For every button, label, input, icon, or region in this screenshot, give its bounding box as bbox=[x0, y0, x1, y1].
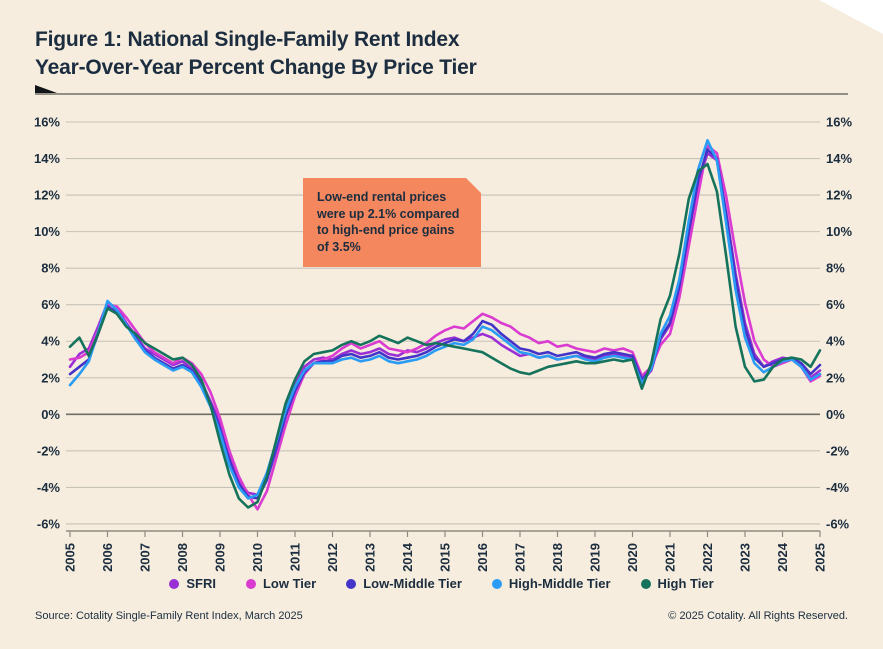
series-line-low-tier bbox=[68, 144, 822, 511]
x-axis-label: 2005 bbox=[63, 543, 78, 572]
y-axis-label-left: 10% bbox=[34, 224, 60, 239]
x-axis-label: 2010 bbox=[250, 543, 265, 572]
chart-legend: SFRI Low Tier Low-Middle Tier High-Middle T… bbox=[0, 576, 883, 591]
x-axis-label: 2020 bbox=[625, 543, 640, 572]
x-axis-label: 2007 bbox=[138, 543, 153, 572]
legend-label: High-Middle Tier bbox=[508, 576, 611, 591]
title-divider bbox=[35, 93, 848, 95]
source-note: Source: Cotality Single-Family Rent Inde… bbox=[35, 610, 303, 622]
x-axis-label: 2017 bbox=[513, 543, 528, 572]
x-axis-label: 2018 bbox=[550, 543, 565, 572]
legend-label: Low-Middle Tier bbox=[363, 576, 462, 591]
legend-item-high-middle-tier: High-Middle Tier bbox=[491, 576, 611, 591]
x-axis-label: 2009 bbox=[213, 543, 228, 572]
legend-label: High Tier bbox=[657, 576, 714, 591]
y-axis-label-left: 16% bbox=[34, 115, 60, 130]
y-axis-label-left: 2% bbox=[41, 370, 60, 385]
x-axis-label: 2014 bbox=[400, 542, 415, 572]
y-axis-label-right: 2% bbox=[826, 370, 845, 385]
y-axis-label-right: 14% bbox=[826, 151, 852, 166]
y-axis-label-right: 0% bbox=[826, 407, 845, 422]
legend-item-high-tier: High Tier bbox=[640, 576, 714, 591]
legend-item-low-tier: Low Tier bbox=[245, 576, 317, 591]
y-axis-label-left: -2% bbox=[37, 443, 61, 458]
y-axis-label-right: 8% bbox=[826, 261, 845, 276]
y-axis-label-right: 16% bbox=[826, 115, 852, 130]
x-axis-label: 2013 bbox=[363, 543, 378, 572]
annotation-callout: Low-end rental prices were up 2.1% compa… bbox=[303, 178, 481, 267]
y-axis-label-right: 6% bbox=[826, 297, 845, 312]
y-axis-label-right: -4% bbox=[826, 480, 850, 495]
legend-label: SFRI bbox=[186, 576, 216, 591]
y-axis-label-left: 12% bbox=[34, 188, 60, 203]
legend-dot-icon bbox=[346, 578, 357, 589]
legend-dot-icon bbox=[169, 578, 180, 589]
x-axis-label: 2019 bbox=[588, 543, 603, 572]
y-axis-label-left: 4% bbox=[41, 334, 60, 349]
x-axis-label: 2023 bbox=[738, 543, 753, 572]
series-line-high-tier bbox=[68, 162, 822, 509]
x-axis-label: 2022 bbox=[700, 543, 715, 572]
figure-title-line1: Figure 1: National Single-Family Rent In… bbox=[35, 28, 460, 51]
legend-dot-icon bbox=[491, 578, 502, 589]
annotation-text: Low-end rental prices were up 2.1% compa… bbox=[317, 190, 460, 254]
legend-dot-icon bbox=[245, 578, 256, 589]
x-axis-label: 2024 bbox=[775, 542, 790, 572]
x-axis-label: 2006 bbox=[100, 543, 115, 572]
y-axis-label-left: -6% bbox=[37, 516, 61, 531]
series-line-high-middle-tier bbox=[68, 139, 822, 500]
figure-title: Figure 1: National Single-Family Rent In… bbox=[35, 26, 815, 82]
legend-dot-icon bbox=[640, 578, 651, 589]
y-axis-label-left: -4% bbox=[37, 480, 61, 495]
legend-label: Low Tier bbox=[262, 576, 317, 591]
y-axis-label-right: 10% bbox=[826, 224, 852, 239]
legend-item-sfri: SFRI bbox=[169, 576, 216, 591]
figure-title-line2: Year-Over-Year Percent Change By Price T… bbox=[35, 55, 477, 79]
y-axis-label-right: -2% bbox=[826, 443, 850, 458]
x-axis-label: 2011 bbox=[288, 543, 303, 571]
y-axis-label-left: 6% bbox=[41, 297, 60, 312]
x-axis-label: 2012 bbox=[325, 543, 340, 572]
y-axis-label-right: -6% bbox=[826, 516, 850, 531]
x-axis-label: 2008 bbox=[175, 543, 190, 572]
y-axis-label-left: 8% bbox=[41, 261, 60, 276]
y-axis-label-left: 14% bbox=[34, 151, 60, 166]
y-axis-label-right: 12% bbox=[826, 188, 852, 203]
copyright-note: © 2025 Cotality. All Rights Reserved. bbox=[668, 610, 848, 622]
x-axis-label: 2021 bbox=[663, 543, 678, 572]
legend-item-low-middle-tier: Low-Middle Tier bbox=[346, 576, 462, 591]
y-axis-label-right: 4% bbox=[826, 334, 845, 349]
y-axis-label-left: 0% bbox=[41, 407, 60, 422]
flag-marker-icon bbox=[35, 85, 57, 93]
x-axis-label: 2016 bbox=[475, 543, 490, 572]
x-axis-label: 2015 bbox=[438, 543, 453, 572]
x-axis-label: 2025 bbox=[813, 543, 828, 572]
